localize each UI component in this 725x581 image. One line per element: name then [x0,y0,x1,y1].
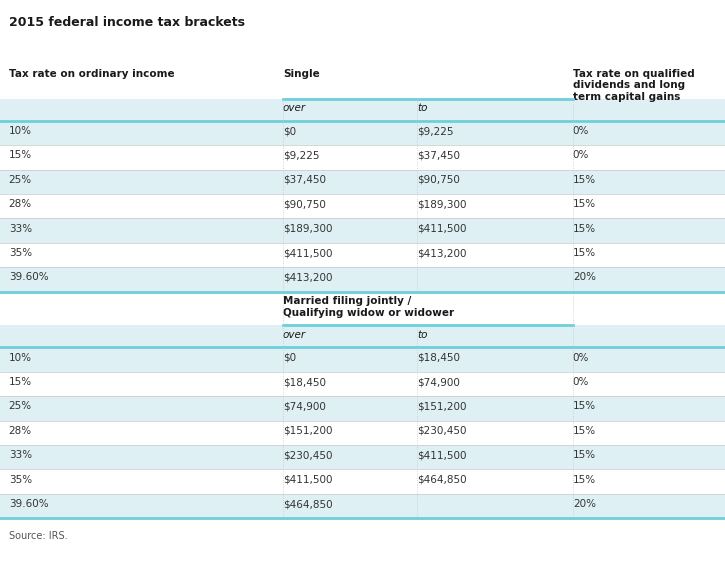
Text: 15%: 15% [573,450,596,460]
Text: $189,300: $189,300 [283,224,332,234]
Bar [0,445,725,469]
Bar [0,292,725,325]
Text: 33%: 33% [9,450,32,460]
Text: 15%: 15% [573,224,596,234]
Text: $464,850: $464,850 [417,475,466,485]
Text: 20%: 20% [573,272,596,282]
Text: $151,200: $151,200 [283,426,332,436]
Text: $90,750: $90,750 [417,175,460,185]
Text: 33%: 33% [9,224,32,234]
Bar [0,494,725,518]
Bar [0,372,725,396]
Text: $413,200: $413,200 [417,248,466,258]
Text: $230,450: $230,450 [283,450,332,460]
Bar [0,121,725,145]
Text: $464,850: $464,850 [283,499,332,509]
Bar [0,243,725,267]
Text: $411,500: $411,500 [417,450,466,460]
Text: 10%: 10% [9,353,32,363]
Text: 20%: 20% [573,499,596,509]
Text: 15%: 15% [9,377,32,387]
Text: $0: $0 [283,126,296,136]
Bar [0,325,725,347]
Text: $411,500: $411,500 [283,248,332,258]
Text: $74,900: $74,900 [283,401,326,411]
Text: Married filing jointly /
Qualifying widow or widower: Married filing jointly / Qualifying wido… [283,296,454,318]
Text: 25%: 25% [9,175,32,185]
Text: to: to [417,103,427,113]
Text: 15%: 15% [573,426,596,436]
Text: $411,500: $411,500 [283,475,332,485]
Text: 15%: 15% [573,175,596,185]
Text: 15%: 15% [573,401,596,411]
Text: 15%: 15% [573,199,596,209]
Text: $37,450: $37,450 [283,175,326,185]
Text: 15%: 15% [573,248,596,258]
Text: 35%: 35% [9,475,32,485]
Text: $151,200: $151,200 [417,401,466,411]
Bar [0,64,725,99]
Bar [0,396,725,421]
Text: $90,750: $90,750 [283,199,326,209]
Text: $18,450: $18,450 [417,353,460,363]
Text: 15%: 15% [573,475,596,485]
Text: Source: IRS.: Source: IRS. [9,531,67,541]
Text: 28%: 28% [9,426,32,436]
Bar [0,469,725,494]
Text: Tax rate on ordinary income: Tax rate on ordinary income [9,69,174,78]
Text: $9,225: $9,225 [283,150,319,160]
Bar [0,421,725,445]
Bar [0,347,725,372]
Text: 0%: 0% [573,377,589,387]
Text: 2015 federal income tax brackets: 2015 federal income tax brackets [9,16,245,29]
Text: to: to [417,330,427,340]
Text: $230,450: $230,450 [417,426,466,436]
Text: 10%: 10% [9,126,32,136]
Bar [0,194,725,218]
Text: $189,300: $189,300 [417,199,466,209]
Text: 28%: 28% [9,199,32,209]
Bar [0,218,725,243]
Text: 0%: 0% [573,126,589,136]
Bar [0,99,725,121]
Text: $74,900: $74,900 [417,377,460,387]
Bar [0,267,725,292]
Text: Tax rate on qualified
dividends and long
term capital gains: Tax rate on qualified dividends and long… [573,69,695,102]
Text: $413,200: $413,200 [283,272,332,282]
Text: 15%: 15% [9,150,32,160]
Text: 0%: 0% [573,150,589,160]
Text: 35%: 35% [9,248,32,258]
Text: 39.60%: 39.60% [9,272,49,282]
Bar [0,145,725,170]
Text: 39.60%: 39.60% [9,499,49,509]
Text: 0%: 0% [573,353,589,363]
Text: $0: $0 [283,353,296,363]
Text: $9,225: $9,225 [417,126,453,136]
Text: $411,500: $411,500 [417,224,466,234]
Text: 25%: 25% [9,401,32,411]
Text: over: over [283,330,306,340]
Text: $37,450: $37,450 [417,150,460,160]
Text: over: over [283,103,306,113]
Text: $18,450: $18,450 [283,377,326,387]
Bar [0,170,725,194]
Text: Single: Single [283,69,320,78]
